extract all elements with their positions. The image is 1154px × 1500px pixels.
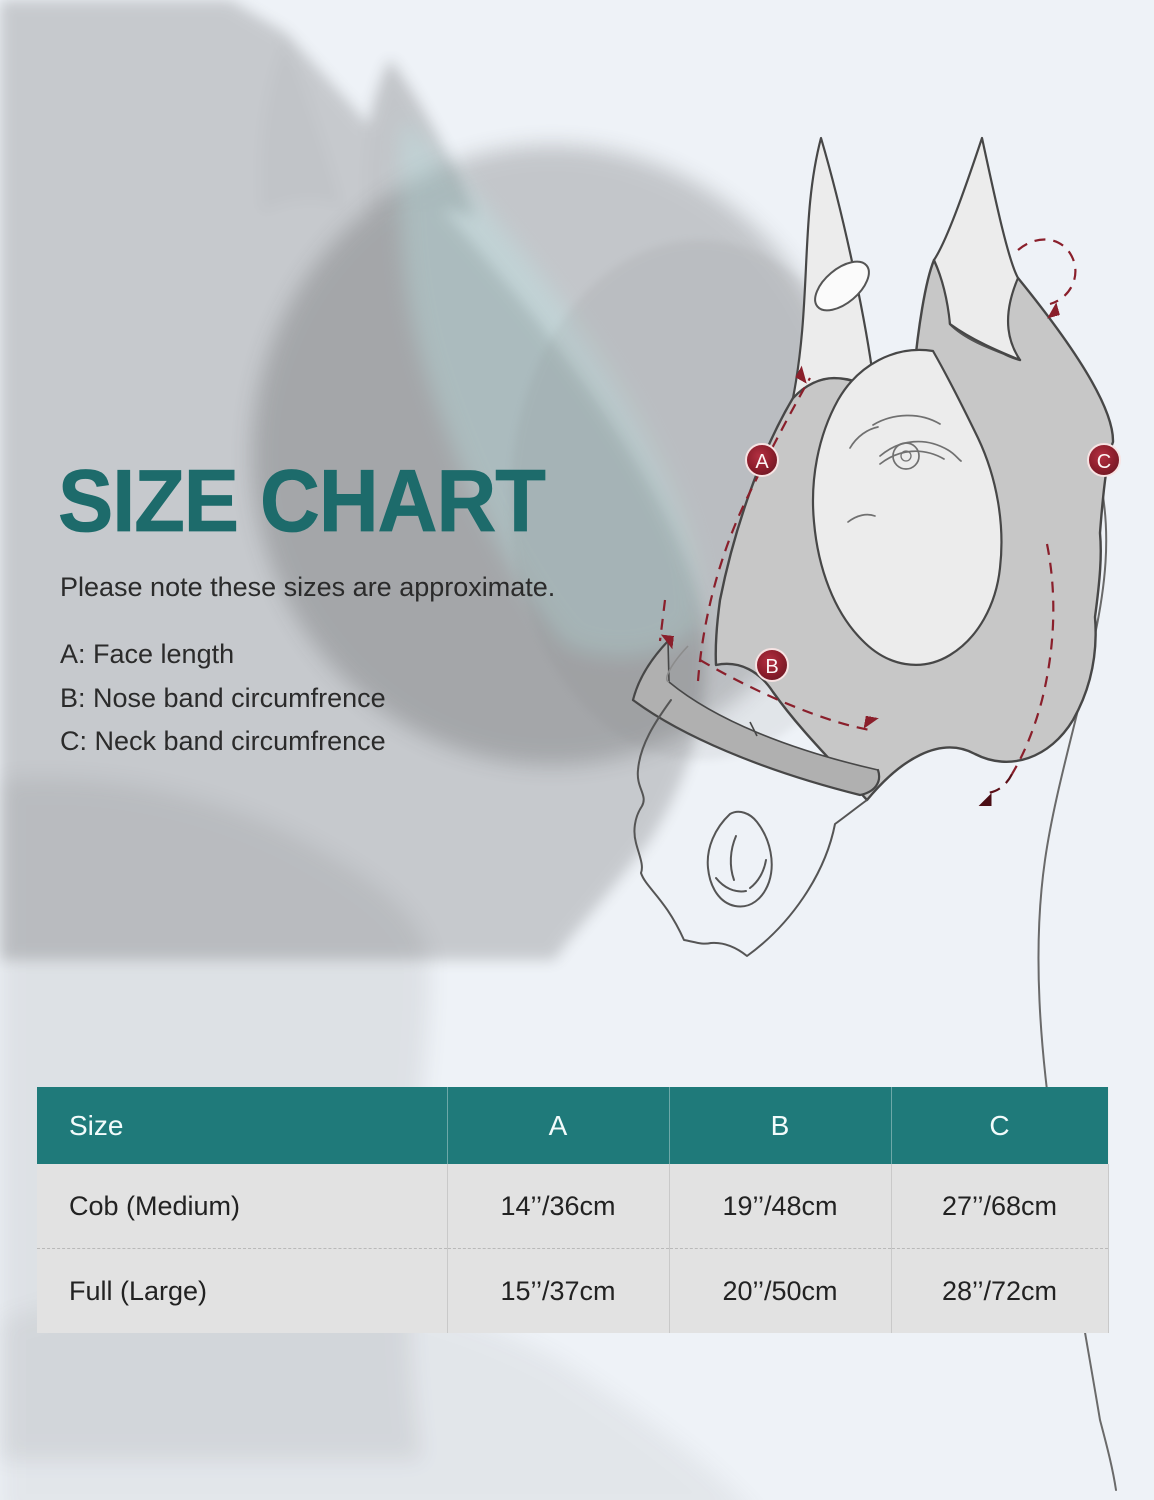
svg-text:B: B <box>765 656 778 678</box>
svg-text:A: A <box>755 451 769 473</box>
svg-text:C: C <box>1097 451 1111 473</box>
